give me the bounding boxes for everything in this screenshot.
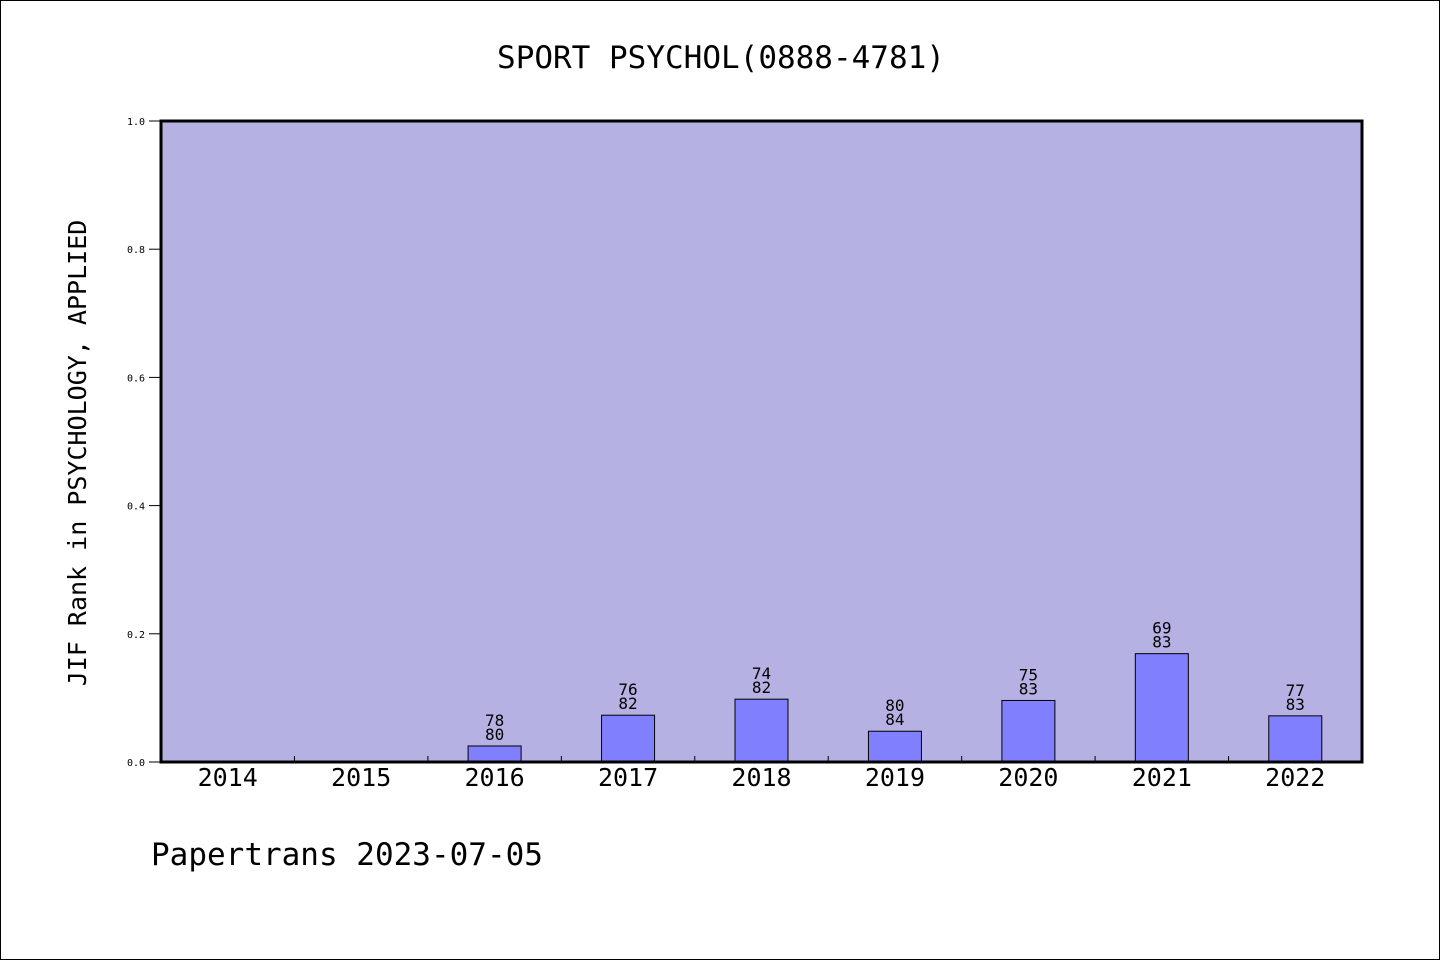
bar-rank-label: 75 <box>1019 665 1038 684</box>
y-tick-label: 0.8 <box>127 245 145 256</box>
x-tick-label: 2019 <box>865 763 925 792</box>
bar-2019 <box>867 730 922 763</box>
bar-rank-label: 69 <box>1152 619 1171 638</box>
x-tick-label: 2014 <box>198 763 258 792</box>
bar-total-label: 83 <box>1019 679 1038 698</box>
bar-rank-label: 78 <box>485 711 504 730</box>
bars-layer <box>467 653 1323 763</box>
bar-rank-label: 80 <box>885 696 904 715</box>
y-tick-label: 0.2 <box>127 630 145 641</box>
y-tick-label: 1.0 <box>127 117 145 128</box>
bar-2016 <box>467 745 522 763</box>
bar-total-label: 80 <box>485 725 504 744</box>
y-tick-label: 0.4 <box>127 502 145 513</box>
bar-2021 <box>1134 653 1189 763</box>
plot-border <box>159 119 1364 764</box>
x-tick-label: 2015 <box>331 763 391 792</box>
bar-2022 <box>1268 715 1323 763</box>
bar-total-label: 83 <box>1286 695 1305 714</box>
bar-total-label: 82 <box>752 678 771 697</box>
y-axis: 0.0 0.2 0.4 0.6 0.8 1.0 <box>127 117 161 769</box>
y-axis-label: JIF Rank in PSYCHOLOGY, APPLIED <box>63 220 92 687</box>
bar-total-label: 84 <box>885 710 904 729</box>
x-axis: 2014 2015 2016 2017 2018 2019 2020 2021 2022 <box>198 756 1325 792</box>
footer-stamp: Papertrans 2023-07-05 <box>151 837 543 873</box>
x-tick-label: 2016 <box>465 763 525 792</box>
chart-title: SPORT PSYCHOL(0888-4781) <box>497 40 945 76</box>
bar-2017 <box>601 714 656 763</box>
x-tick-label: 2018 <box>731 763 791 792</box>
y-tick-label: 0.6 <box>127 373 145 384</box>
x-tick-label: 2022 <box>1265 763 1325 792</box>
bar-total-label: 82 <box>618 694 637 713</box>
y-tick-label: 0.0 <box>127 758 145 769</box>
bar-rank-label: 76 <box>618 680 637 699</box>
bar-rank-label: 74 <box>752 664 771 683</box>
x-tick-label: 2021 <box>1132 763 1192 792</box>
bar-2018 <box>734 698 789 763</box>
bar-total-label: 83 <box>1152 633 1171 652</box>
x-tick-label: 2020 <box>998 763 1058 792</box>
bar-rank-label: 77 <box>1286 681 1305 700</box>
bar-2020 <box>1001 699 1056 763</box>
x-tick-label: 2017 <box>598 763 658 792</box>
